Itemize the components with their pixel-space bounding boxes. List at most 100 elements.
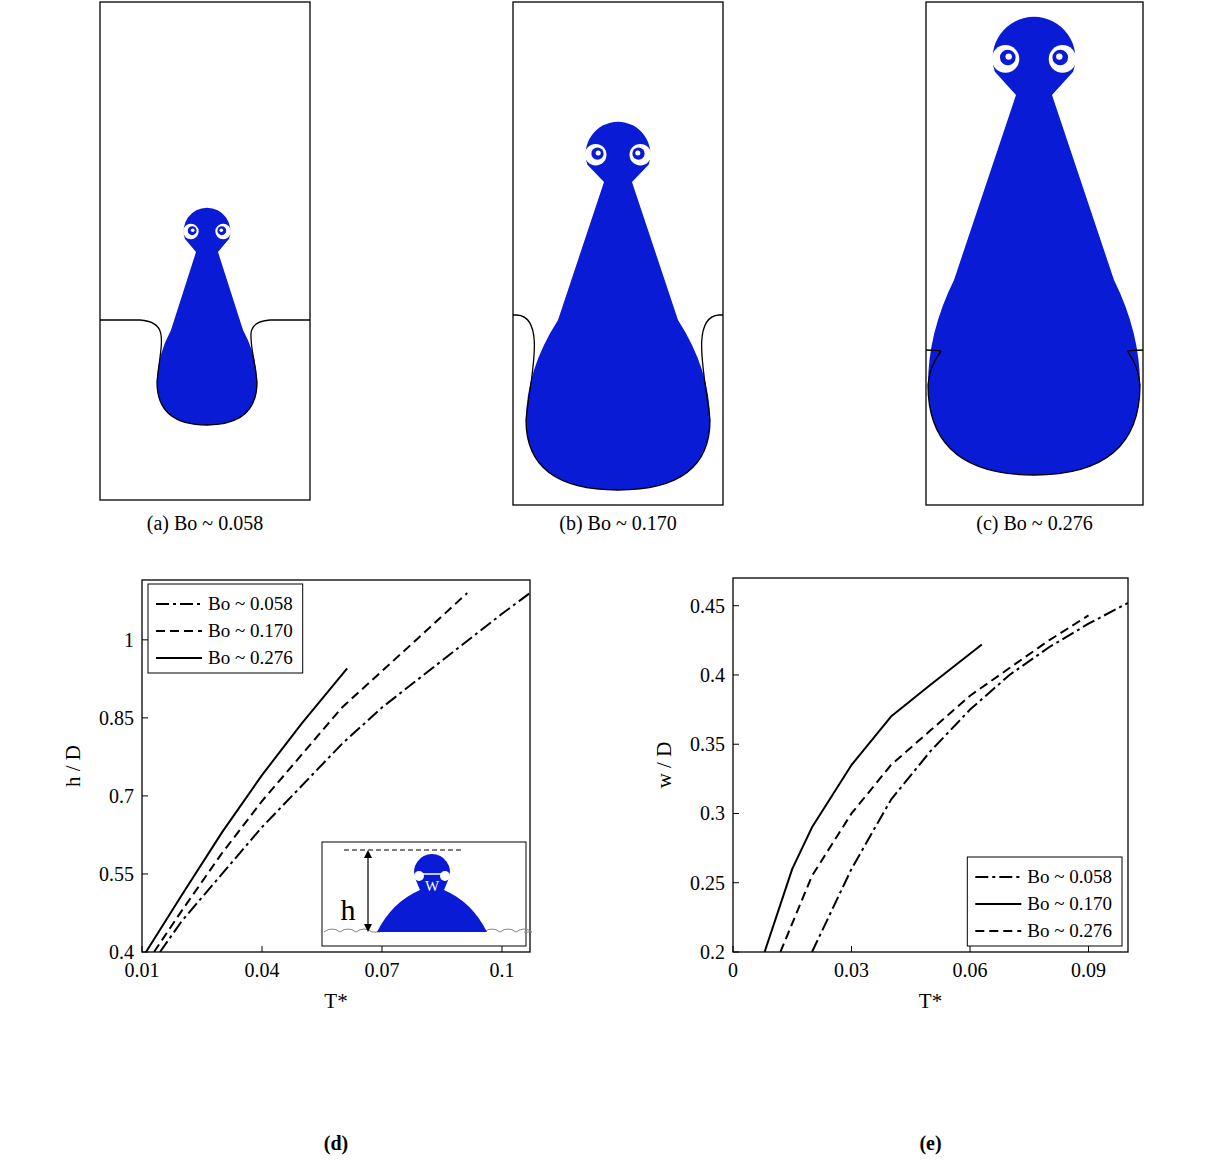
x-tick (851, 946, 852, 952)
y-tick (733, 813, 739, 814)
fluid-body (157, 208, 257, 425)
legend-swatch (156, 657, 202, 659)
legend-label: Bo ~ 0.276 (1027, 920, 1112, 941)
series-line (765, 644, 982, 952)
y-tick-label: 0.4 (700, 664, 725, 686)
curl (596, 150, 601, 155)
legend-swatch (156, 603, 202, 605)
x-tick-label: 0 (728, 959, 738, 981)
interface-line (526, 420, 710, 490)
chart-title: (d) (324, 1132, 348, 1155)
curl (219, 228, 223, 232)
curl (1005, 53, 1011, 59)
panel-frame (513, 2, 723, 505)
y-tick (733, 605, 739, 606)
curl (183, 224, 199, 240)
curl (585, 144, 607, 166)
curl (188, 226, 197, 235)
y-tick-label: 0.55 (99, 863, 134, 885)
x-tick-label: 0.1 (490, 959, 515, 981)
inset-arrowhead (364, 850, 372, 932)
inset-label: h (341, 893, 356, 926)
fluid-body (928, 17, 1140, 475)
legend-label: Bo ~ 0.276 (208, 647, 293, 668)
curl (591, 148, 603, 160)
inset-shape (377, 854, 487, 932)
curl (191, 228, 195, 232)
legend-label: Bo ~ 0.058 (208, 593, 293, 614)
panel-caption: (c) Bo ~ 0.276 (976, 512, 1092, 535)
snapshot-content (926, 17, 1143, 475)
panel-caption: (b) Bo ~ 0.170 (559, 512, 676, 535)
interface-line (157, 382, 257, 425)
y-axis-title: w / D (652, 742, 676, 789)
curl (215, 224, 231, 240)
legend-label: Bo ~ 0.058 (1027, 866, 1112, 887)
snapshot-panel: (a) Bo ~ 0.058 (100, 2, 310, 535)
legend-swatch (975, 903, 1021, 905)
series-group (765, 603, 1128, 952)
y-axis-title: h / D (61, 745, 85, 787)
y-tick (733, 744, 739, 745)
x-tick-label: 0.04 (245, 959, 280, 981)
plot-frame (733, 578, 1128, 952)
chart: 00.030.060.090.20.250.30.350.40.45T*w / … (652, 578, 1128, 1155)
interface-line (251, 320, 310, 382)
panel-frame (926, 2, 1143, 505)
panel-frame (100, 2, 310, 500)
plot-frame (142, 580, 530, 952)
snapshot-content (100, 208, 310, 425)
legend-swatch (975, 876, 1021, 878)
x-tick (970, 946, 971, 952)
curl (1052, 50, 1068, 66)
curl (992, 45, 1020, 73)
snapshot-panel: (c) Bo ~ 0.276 (926, 2, 1143, 535)
curl (1056, 53, 1062, 59)
fluid-body (526, 122, 710, 490)
x-tick-label: 0.07 (365, 959, 400, 981)
y-tick (142, 717, 148, 718)
legend: Bo ~ 0.058 Bo ~ 0.170 Bo ~ 0.276 (967, 857, 1122, 946)
inset-arrowhead (414, 871, 450, 877)
legend: Bo ~ 0.058Bo ~ 0.170Bo ~ 0.276 (148, 584, 303, 673)
x-tick (502, 946, 503, 952)
chart: 0.010.040.070.10.40.550.70.851T*h / DhWB… (61, 580, 532, 1155)
interface-line (928, 385, 1140, 475)
interface-line (926, 350, 941, 385)
y-tick-label: 0.35 (690, 733, 725, 755)
curl (630, 144, 652, 166)
y-tick-label: 0.2 (700, 941, 725, 963)
legend-label: Bo ~ 0.170 (1027, 893, 1112, 914)
y-tick (142, 873, 148, 874)
y-tick-label: 0.4 (109, 941, 134, 963)
inset-dashed-line (344, 850, 462, 851)
x-tick-label: 0.06 (953, 959, 988, 981)
legend-swatch (156, 630, 202, 632)
chart-title: (e) (919, 1132, 941, 1155)
y-tick-label: 0.85 (99, 707, 134, 729)
inset-label: W (425, 878, 440, 894)
y-tick-label: 1 (124, 629, 134, 651)
y-tick-label: 0.7 (109, 785, 134, 807)
interface-line (100, 320, 161, 382)
y-tick-label: 0.3 (700, 802, 725, 824)
x-tick (382, 946, 383, 952)
legend-frame (967, 857, 1122, 946)
x-tick-label: 0.03 (834, 959, 869, 981)
panel-caption: (a) Bo ~ 0.058 (147, 512, 263, 535)
curl (1000, 50, 1016, 66)
y-tick-label: 0.45 (690, 595, 725, 617)
inset-arrow (416, 873, 448, 875)
legend-frame (148, 584, 303, 673)
series-line (160, 593, 530, 952)
x-axis-title: T* (324, 989, 347, 1013)
legend-swatch (975, 930, 1021, 932)
y-tick (142, 639, 148, 640)
snapshot-panel: (b) Bo ~ 0.170 (513, 2, 723, 535)
interface-line (702, 315, 723, 420)
interface-line (513, 315, 534, 420)
x-tick (1088, 946, 1089, 952)
curl (632, 148, 644, 160)
y-tick (733, 674, 739, 675)
snapshot-content (513, 122, 723, 490)
